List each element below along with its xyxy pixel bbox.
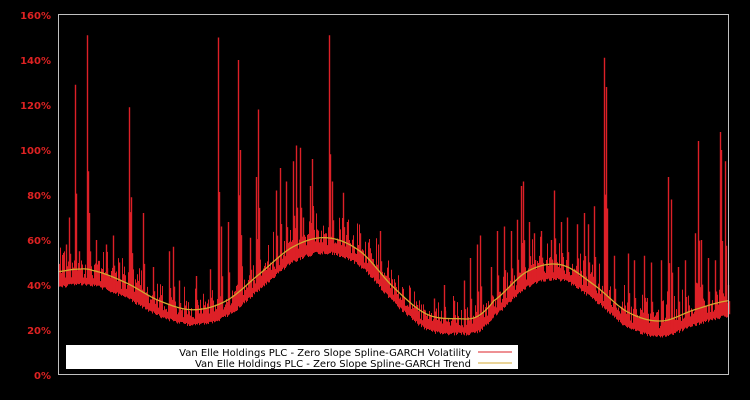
plot-frame xyxy=(58,14,729,375)
y-tick-label: 0% xyxy=(34,371,51,382)
legend-box xyxy=(66,345,518,369)
legend: Van Elle Holdings PLC - Zero Slope Splin… xyxy=(66,345,518,370)
volatility-spikes xyxy=(65,35,731,335)
plot-area xyxy=(58,35,731,338)
y-tick-label: 60% xyxy=(27,236,51,247)
y-tick-label: 160% xyxy=(20,11,51,22)
volatility-series xyxy=(59,35,731,338)
y-tick-label: 140% xyxy=(20,56,51,67)
trend-series-line xyxy=(58,237,729,322)
y-tick-label: 40% xyxy=(27,281,51,292)
y-axis: 0% 20% 40% 60% 80% 100% 120% 140% 160% xyxy=(20,11,51,382)
y-tick-label: 120% xyxy=(20,101,51,112)
y-tick-label: 100% xyxy=(20,146,51,157)
y-tick-label: 20% xyxy=(27,326,51,337)
y-tick-label: 80% xyxy=(27,191,51,202)
legend-volatility-label: Van Elle Holdings PLC - Zero Slope Splin… xyxy=(179,348,471,359)
legend-trend-label: Van Elle Holdings PLC - Zero Slope Splin… xyxy=(195,359,471,370)
